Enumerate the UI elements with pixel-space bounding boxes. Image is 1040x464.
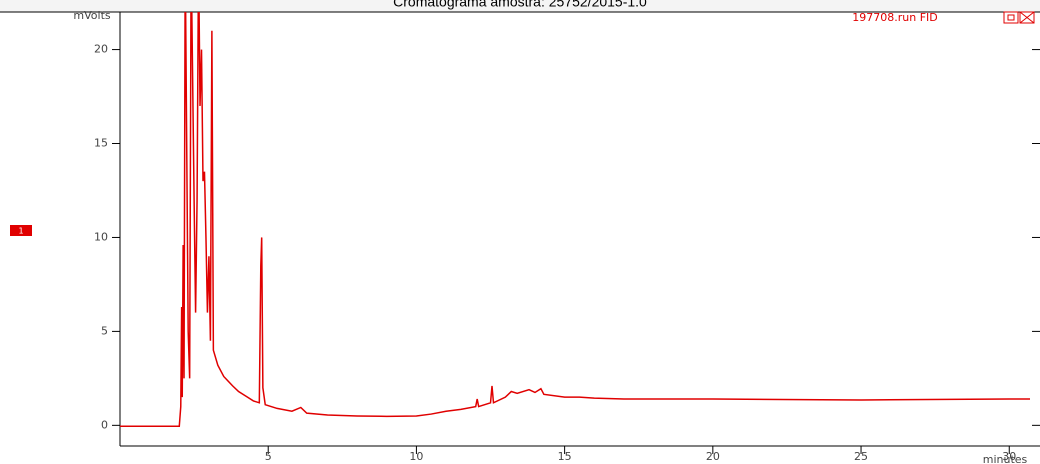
marker-box[interactable] bbox=[10, 225, 32, 236]
x-tick-label: 25 bbox=[854, 450, 868, 463]
icon-box bbox=[1019, 11, 1035, 24]
icon-box bbox=[1007, 14, 1015, 21]
chart-title: Cromatograma amostra: 25752/2015-1.0 bbox=[393, 0, 647, 10]
trace-line bbox=[120, 12, 1030, 428]
marker-label[interactable]: 1 bbox=[18, 227, 23, 236]
y-tick-label: 15 bbox=[94, 137, 108, 150]
x-tick-label: 20 bbox=[706, 450, 720, 463]
x-tick-label: 10 bbox=[409, 450, 423, 463]
y-tick-label: 20 bbox=[94, 43, 108, 56]
window-icons bbox=[1003, 11, 1035, 24]
run-label: 197708.run FID bbox=[852, 11, 938, 24]
x-tick-label: 5 bbox=[265, 450, 272, 463]
y-tick-label: 5 bbox=[101, 324, 108, 337]
x-axis-label: minutes bbox=[983, 453, 1028, 464]
y-tick-label: 0 bbox=[101, 418, 108, 431]
y-tick-label: 10 bbox=[94, 230, 108, 243]
x-tick-label: 30 bbox=[1002, 450, 1016, 463]
icon-cross bbox=[1019, 11, 1035, 24]
title-bar bbox=[0, 0, 1040, 12]
y-axis-label: mVolts bbox=[73, 9, 110, 22]
x-tick-label: 15 bbox=[558, 450, 572, 463]
icon-box bbox=[1003, 11, 1019, 24]
